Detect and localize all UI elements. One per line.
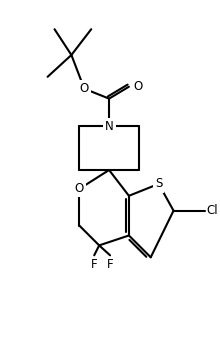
Text: N: N <box>105 120 114 133</box>
Text: Cl: Cl <box>206 204 218 217</box>
Text: F: F <box>91 258 97 271</box>
Text: S: S <box>155 177 162 190</box>
Text: O: O <box>133 80 142 93</box>
Text: O: O <box>80 82 89 95</box>
Text: O: O <box>75 182 84 195</box>
Text: F: F <box>107 258 113 271</box>
